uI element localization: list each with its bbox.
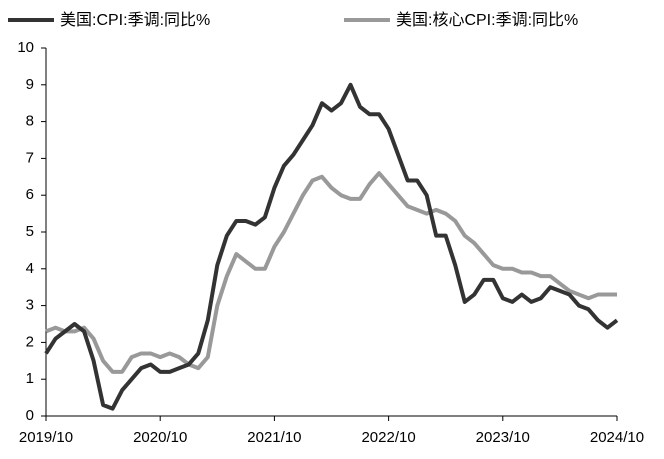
y-tick-label: 8 [26,113,34,130]
y-tick-label: 6 [26,186,34,203]
series-line [44,82,619,411]
y-tick-label: 2 [26,333,34,350]
x-tick-label: 2022/10 [361,429,415,446]
y-tick-label: 7 [26,149,34,166]
legend: 美国:CPI:季调:同比% 美国:核心CPI:季调:同比% [8,11,578,29]
y-tick-label: 10 [17,39,34,56]
y-tick-label: 9 [26,76,34,93]
y-tick-label: 1 [26,370,34,387]
y-tick-label: 0 [26,407,34,424]
y-tick-label: 5 [26,223,34,240]
y-tick-label: 3 [26,297,34,314]
x-tick-label: 2023/10 [476,429,530,446]
x-tick-label: 2019/10 [19,429,73,446]
series-line [45,171,617,374]
x-tick-label: 2020/10 [133,429,187,446]
legend-label: 美国:CPI:季调:同比% [60,11,210,29]
x-tick-label: 2024/10 [590,429,644,446]
x-tick-label: 2021/10 [247,429,301,446]
y-tick-label: 4 [26,260,34,277]
legend-label: 美国:核心CPI:季调:同比% [396,11,578,29]
